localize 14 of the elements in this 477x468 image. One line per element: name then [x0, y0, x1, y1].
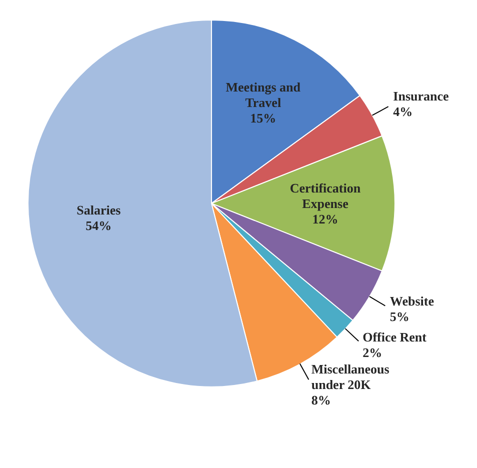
slice-label: Certification Expense [290, 180, 362, 211]
slice-label: Miscellaneous under 20K [311, 361, 390, 392]
data-label: 54% [86, 218, 112, 233]
data-label: 15% [250, 110, 276, 126]
slice-label: Salaries [76, 202, 121, 218]
slice-label: Meetings and Travel [226, 79, 302, 110]
data-label: 8% [311, 392, 331, 408]
data-label: 4% [393, 104, 413, 120]
data-label: 2% [362, 345, 382, 360]
data-label: 12% [312, 211, 338, 226]
slice-label: Insurance [393, 88, 449, 104]
data-label: 5% [390, 308, 410, 324]
slice-label: Office Rent [362, 330, 428, 345]
slice-label: Website [390, 293, 434, 308]
